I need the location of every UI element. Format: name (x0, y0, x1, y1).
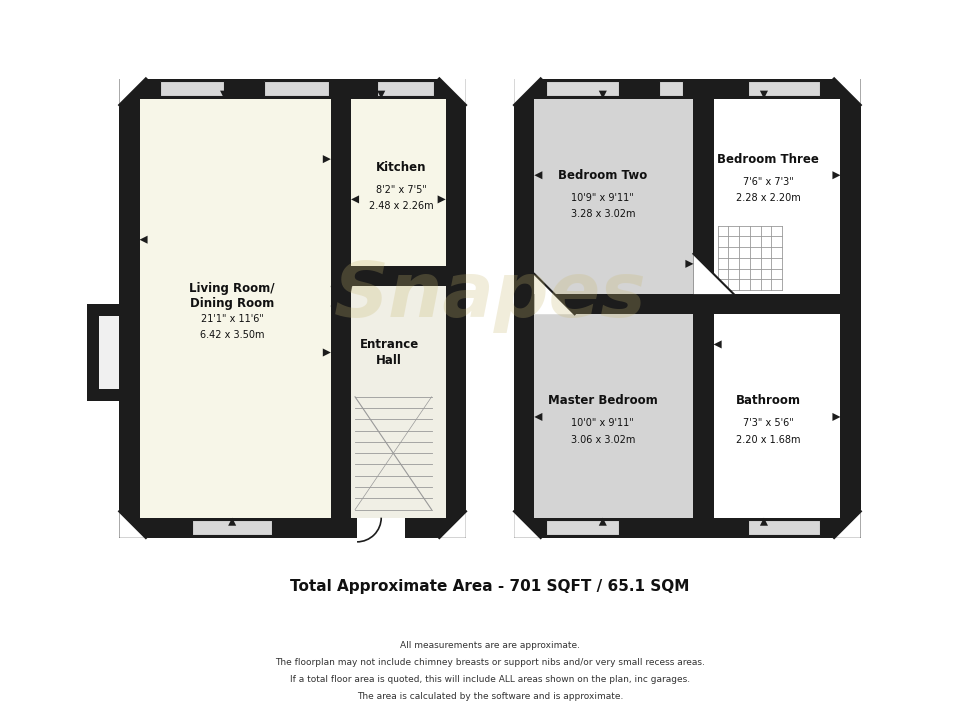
Bar (87, 304, 139, 317)
Text: Bedroom Three: Bedroom Three (717, 152, 819, 166)
Polygon shape (514, 510, 542, 538)
Bar (357, 517, 406, 538)
Bar (534, 304, 704, 517)
Bar (120, 78, 139, 538)
Bar (120, 78, 466, 99)
Text: The floorplan may not include chimney breasts or support nibs and/or very small : The floorplan may not include chimney br… (275, 658, 705, 667)
Polygon shape (438, 195, 446, 204)
Text: The area is calculated by the software and is approximate.: The area is calculated by the software a… (357, 692, 623, 701)
Polygon shape (228, 517, 236, 526)
Bar (120, 517, 466, 538)
Polygon shape (220, 91, 228, 99)
Bar (704, 99, 841, 304)
Polygon shape (377, 91, 385, 99)
Text: 10'9" x 9'11": 10'9" x 9'11" (571, 192, 634, 203)
Polygon shape (760, 517, 768, 526)
Polygon shape (832, 413, 841, 421)
Text: Living Room/
Dining Room: Living Room/ Dining Room (189, 282, 275, 310)
Bar (160, 81, 224, 97)
Polygon shape (139, 235, 148, 244)
Text: 2.48 x 2.26m: 2.48 x 2.26m (369, 201, 434, 211)
Polygon shape (685, 260, 694, 268)
Bar (341, 276, 446, 517)
Bar (514, 78, 534, 538)
Bar (87, 304, 99, 401)
Polygon shape (120, 510, 148, 538)
Bar (446, 78, 466, 538)
Polygon shape (438, 510, 466, 538)
Polygon shape (599, 517, 607, 526)
Text: Bedroom Two: Bedroom Two (559, 168, 648, 182)
Bar (351, 266, 446, 286)
Polygon shape (534, 274, 574, 314)
Text: Total Approximate Area - 701 SQFT / 65.1 SQM: Total Approximate Area - 701 SQFT / 65.1… (290, 579, 690, 594)
Text: Kitchen: Kitchen (376, 161, 426, 173)
Text: Snapes: Snapes (333, 259, 647, 333)
Bar (87, 388, 139, 401)
Bar (547, 520, 619, 535)
Text: 2.20 x 1.68m: 2.20 x 1.68m (736, 434, 801, 445)
Polygon shape (760, 91, 768, 99)
Polygon shape (832, 171, 841, 179)
Polygon shape (534, 171, 542, 179)
Bar (694, 99, 713, 517)
Bar (514, 78, 860, 99)
Polygon shape (351, 195, 359, 204)
Polygon shape (322, 155, 331, 163)
Polygon shape (534, 413, 542, 421)
Bar (139, 99, 341, 517)
Polygon shape (694, 254, 734, 294)
Bar (660, 81, 683, 97)
Bar (160, 81, 224, 97)
Polygon shape (322, 348, 331, 357)
Text: Master Bedroom: Master Bedroom (548, 394, 658, 407)
Polygon shape (713, 341, 721, 348)
Bar (87, 304, 120, 401)
Bar (120, 78, 466, 538)
Bar (377, 81, 433, 97)
Bar (713, 294, 841, 314)
Polygon shape (438, 78, 466, 106)
Bar (192, 520, 272, 535)
Polygon shape (832, 78, 860, 106)
Bar (341, 99, 446, 276)
Bar (841, 78, 860, 538)
Text: 8'2" x 7'5": 8'2" x 7'5" (376, 185, 427, 195)
Text: If a total floor area is quoted, this will include ALL areas shown on the plan, : If a total floor area is quoted, this wi… (290, 675, 690, 684)
Bar (514, 78, 860, 538)
Bar (547, 81, 619, 97)
Text: 6.42 x 3.50m: 6.42 x 3.50m (200, 330, 265, 340)
Bar (534, 99, 704, 304)
Bar (265, 81, 329, 97)
Text: 21'1" x 11'6": 21'1" x 11'6" (201, 314, 264, 324)
Bar (514, 517, 860, 538)
Text: 7'3" x 5'6": 7'3" x 5'6" (743, 418, 794, 429)
Bar (331, 99, 351, 517)
Polygon shape (120, 78, 148, 106)
Text: Entrance
Hall: Entrance Hall (360, 338, 418, 367)
Polygon shape (599, 91, 607, 99)
Bar (265, 81, 329, 97)
Text: 2.28 x 2.20m: 2.28 x 2.20m (736, 192, 801, 203)
Text: 7'6" x 7'3": 7'6" x 7'3" (743, 177, 794, 187)
Bar (748, 520, 820, 535)
Bar (534, 294, 694, 314)
Text: 3.28 x 3.02m: 3.28 x 3.02m (570, 209, 635, 219)
Polygon shape (514, 78, 542, 106)
Bar (704, 304, 841, 517)
Bar (748, 81, 820, 97)
Polygon shape (832, 510, 860, 538)
Text: All measurements are are approximate.: All measurements are are approximate. (400, 642, 580, 650)
Text: Bathroom: Bathroom (735, 394, 801, 407)
Text: 3.06 x 3.02m: 3.06 x 3.02m (570, 434, 635, 445)
Text: 10'0" x 9'11": 10'0" x 9'11" (571, 418, 634, 429)
